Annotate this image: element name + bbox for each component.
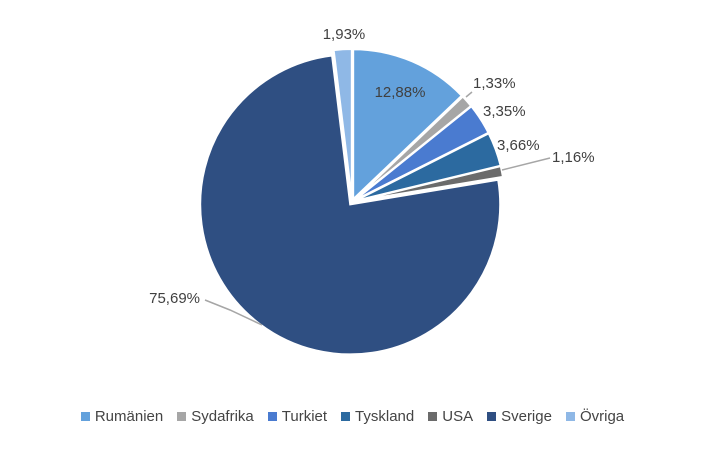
legend-item-sverige: Sverige [487, 408, 552, 425]
legend-swatch [428, 412, 438, 421]
legend: Rumänien Sydafrika Turkiet Tyskland USA … [0, 408, 705, 425]
legend-item-tyskland: Tyskland [341, 408, 414, 425]
data-label: 3,66% [497, 137, 540, 154]
legend-swatch [177, 412, 187, 421]
legend-label: USA [442, 408, 474, 425]
legend-swatch [565, 412, 575, 421]
legend-item-sydafrika: Sydafrika [177, 408, 254, 425]
legend-item-ovriga: Övriga [565, 408, 625, 425]
legend-label: Rumänien [94, 408, 164, 425]
pie-slice-usa [354, 164, 505, 203]
data-label: 12,88% [375, 84, 426, 101]
legend-label: Övriga [579, 408, 625, 425]
data-label: 75,69% [149, 290, 200, 307]
legend-label: Sverige [501, 408, 552, 425]
data-label: 1,16% [552, 149, 595, 166]
data-label: 1,33% [473, 75, 516, 92]
data-label: 3,35% [483, 103, 526, 120]
leader-line [204, 299, 263, 326]
legend-swatch [267, 412, 277, 421]
legend-item-rumanien: Rumänien [80, 408, 164, 425]
legend-label: Tyskland [355, 408, 415, 425]
pie-slice-rumänien [352, 48, 464, 202]
legend-label: Turkiet [281, 408, 328, 425]
legend-swatch [341, 412, 351, 421]
legend-item-turkiet: Turkiet [267, 408, 328, 425]
data-label: 1,93% [323, 26, 366, 43]
legend-item-usa: USA [428, 408, 473, 425]
pie-slice-övriga [332, 48, 353, 200]
leader-line [465, 91, 473, 98]
pie-chart: 12,88% 1,33% 3,35% 3,66% 1,16% 75,69% 1,93% [149, 26, 595, 356]
legend-swatch [80, 412, 90, 421]
legend-label: Sydafrika [191, 408, 254, 425]
leader-line [501, 157, 551, 171]
legend-swatch [487, 412, 497, 421]
